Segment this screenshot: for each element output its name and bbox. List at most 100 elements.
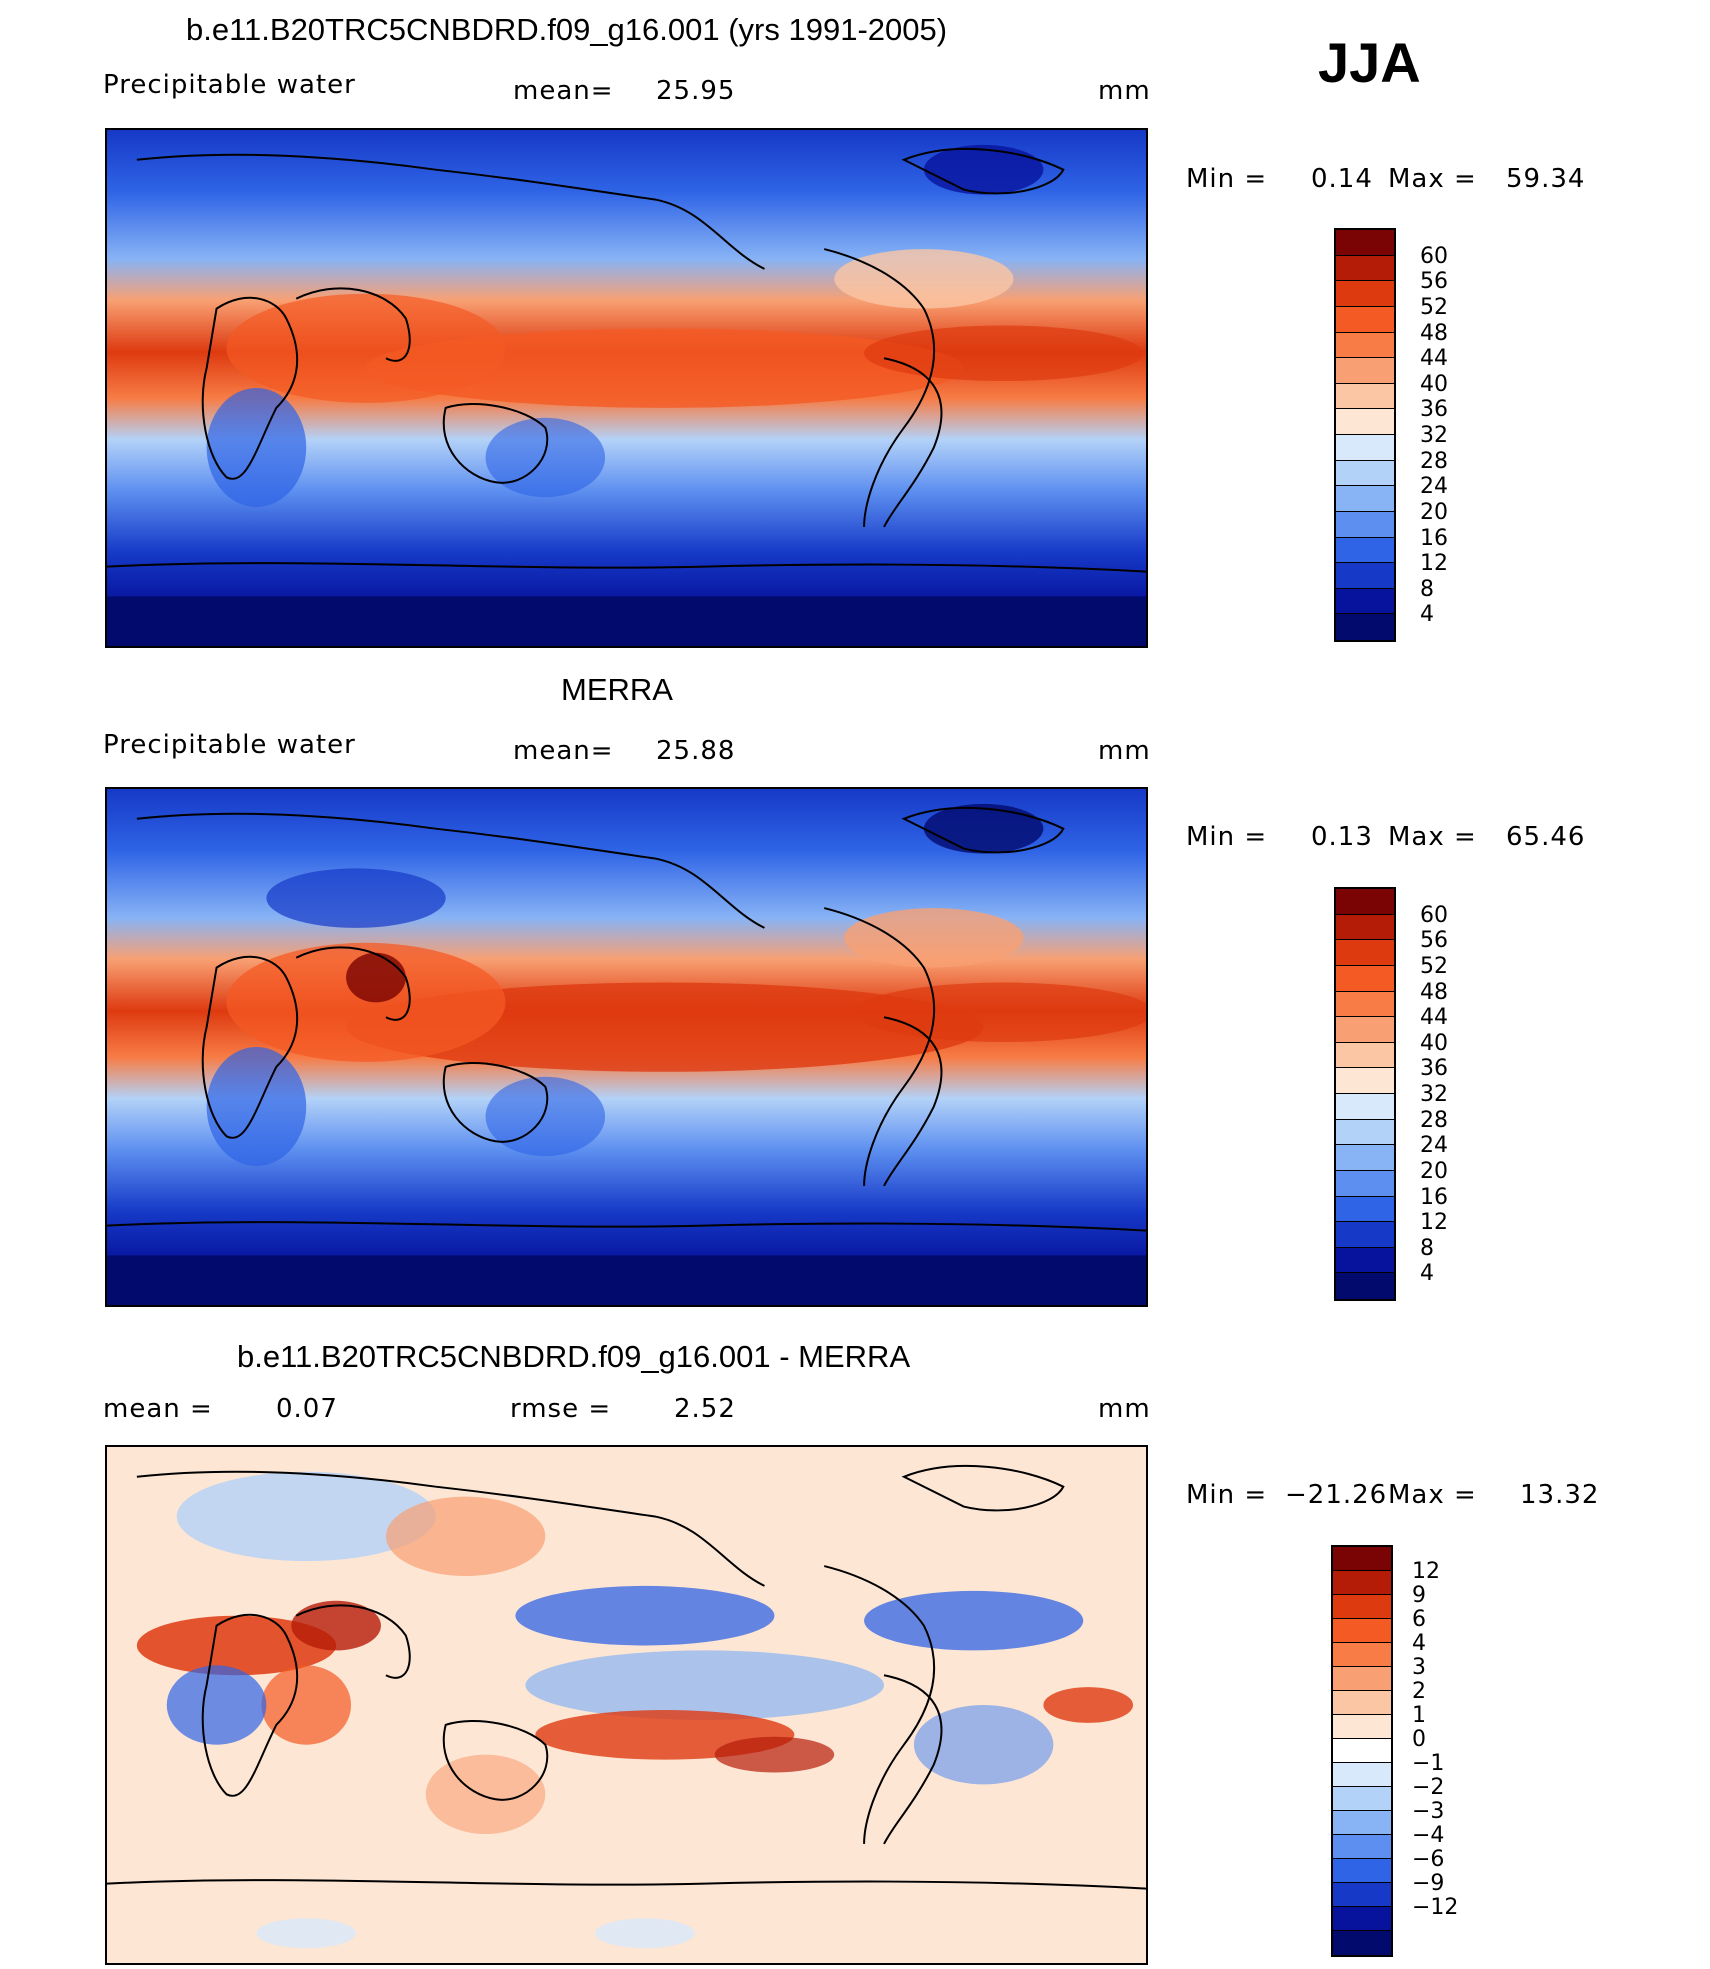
- colorbar-swatch: [1333, 1811, 1391, 1835]
- colorbar-swatch: [1336, 332, 1394, 359]
- colorbar-swatch: [1336, 940, 1394, 966]
- panel3-colorbar: [1331, 1545, 1393, 1957]
- colorbar-tick-label: 32: [1420, 423, 1448, 448]
- panel3-mean-label: mean =: [103, 1394, 213, 1424]
- season-label: JJA: [1318, 31, 1421, 94]
- colorbar-tick-label: 12: [1420, 1210, 1448, 1236]
- panel3-rmse-label: rmse =: [510, 1394, 612, 1424]
- colorbar-swatch: [1336, 1170, 1394, 1197]
- colorbar-swatch: [1336, 914, 1394, 941]
- panel3-units: mm: [1098, 1394, 1151, 1424]
- colorbar-swatch: [1333, 1595, 1391, 1619]
- colorbar-swatch: [1336, 1196, 1394, 1223]
- colorbar-swatch: [1336, 511, 1394, 538]
- colorbar-swatch: [1336, 1247, 1394, 1274]
- colorbar-swatch: [1333, 1715, 1391, 1739]
- panel1-min-label: Min =: [1186, 164, 1268, 194]
- colorbar-tick-label: 32: [1420, 1082, 1448, 1107]
- colorbar-swatch: [1336, 563, 1394, 589]
- colorbar-swatch: [1333, 1571, 1391, 1595]
- colorbar-swatch: [1333, 1763, 1391, 1787]
- panel1-title: b.e11.B20TRC5CNBDRD.f09_g16.001 (yrs 199…: [186, 12, 948, 47]
- colorbar-swatch: [1336, 588, 1394, 615]
- colorbar-swatch: [1336, 1042, 1394, 1069]
- panel2-max-value: 65.46: [1506, 822, 1586, 852]
- panel1-variable-label: Precipitable water: [103, 70, 356, 100]
- colorbar-tick-label: 28: [1420, 448, 1448, 474]
- colorbar-swatch: [1333, 1931, 1391, 1955]
- colorbar-swatch: [1333, 1835, 1391, 1859]
- colorbar-swatch: [1336, 1094, 1394, 1120]
- colorbar-swatch: [1336, 614, 1394, 640]
- colorbar-tick-label: 4: [1412, 1631, 1426, 1656]
- colorbar-tick-label: −9: [1412, 1871, 1445, 1896]
- panel2-map: [105, 787, 1148, 1307]
- colorbar-tick-label: 16: [1420, 1184, 1448, 1210]
- colorbar-swatch: [1333, 1859, 1391, 1883]
- colorbar-swatch: [1336, 537, 1394, 564]
- colorbar-swatch: [1336, 281, 1394, 307]
- colorbar-swatch: [1336, 460, 1394, 487]
- colorbar-tick-label: 20: [1420, 499, 1448, 525]
- colorbar-swatch: [1336, 1145, 1394, 1171]
- colorbar-swatch: [1336, 409, 1394, 435]
- panel2-field: [107, 789, 1146, 1305]
- colorbar-swatch: [1336, 1119, 1394, 1146]
- colorbar-tick-label: −1: [1412, 1751, 1445, 1776]
- colorbar-swatch: [1336, 1222, 1394, 1248]
- colorbar-swatch: [1336, 1273, 1394, 1299]
- colorbar-tick-label: 48: [1420, 979, 1448, 1005]
- colorbar-swatch: [1336, 255, 1394, 282]
- colorbar-tick-label: −12: [1412, 1895, 1459, 1920]
- colorbar-tick-label: 9: [1412, 1583, 1426, 1608]
- panel1-field: [107, 130, 1146, 646]
- panel3-max-value: 13.32: [1520, 1480, 1600, 1510]
- colorbar-tick-label: 36: [1420, 1056, 1448, 1082]
- colorbar-swatch: [1336, 358, 1394, 384]
- colorbar-tick-label: −4: [1412, 1823, 1445, 1848]
- colorbar-swatch: [1336, 965, 1394, 992]
- colorbar-tick-label: −6: [1412, 1847, 1445, 1872]
- panel3-map: [105, 1445, 1148, 1965]
- colorbar-tick-label: 4: [1420, 1261, 1434, 1287]
- panel1-mean-value: 25.95: [656, 76, 736, 106]
- colorbar-tick-label: 44: [1420, 346, 1448, 372]
- colorbar-tick-label: −2: [1412, 1775, 1445, 1800]
- panel1-mean-label: mean=: [513, 76, 614, 106]
- colorbar-tick-label: 12: [1420, 551, 1448, 577]
- panel2-variable-label: Precipitable water: [103, 730, 356, 760]
- panel3-max-label: Max =: [1388, 1480, 1477, 1510]
- panel2-colorbar: [1334, 887, 1396, 1301]
- colorbar-swatch: [1336, 486, 1394, 512]
- colorbar-tick-label: 24: [1420, 474, 1448, 500]
- panel2-min-value: 0.13: [1311, 822, 1373, 852]
- panel1-max-label: Max =: [1388, 164, 1477, 194]
- colorbar-swatch: [1333, 1691, 1391, 1715]
- colorbar-swatch: [1336, 306, 1394, 333]
- colorbar-tick-label: 12: [1412, 1559, 1440, 1584]
- panel3-rmse-value: 2.52: [674, 1394, 736, 1424]
- colorbar-tick-label: 16: [1420, 525, 1448, 551]
- colorbar-tick-label: 36: [1420, 397, 1448, 423]
- panel1-units: mm: [1098, 76, 1151, 106]
- panel1-colorbar: [1334, 228, 1396, 642]
- colorbar-tick-label: 60: [1420, 243, 1448, 269]
- panel3-field: [107, 1447, 1146, 1963]
- panel3-title: b.e11.B20TRC5CNBDRD.f09_g16.001 - MERRA: [237, 1339, 911, 1374]
- colorbar-swatch: [1333, 1643, 1391, 1667]
- colorbar-swatch: [1333, 1739, 1391, 1763]
- colorbar-tick-label: 40: [1420, 1030, 1448, 1056]
- panel3-min-label: Min =: [1186, 1480, 1268, 1510]
- colorbar-swatch: [1336, 230, 1394, 256]
- colorbar-swatch: [1333, 1619, 1391, 1643]
- colorbar-tick-label: −3: [1412, 1799, 1445, 1824]
- colorbar-tick-label: 1: [1412, 1703, 1426, 1728]
- colorbar-swatch: [1336, 1017, 1394, 1043]
- colorbar-tick-label: 0: [1412, 1727, 1426, 1752]
- colorbar-swatch: [1336, 1068, 1394, 1094]
- colorbar-swatch: [1336, 435, 1394, 461]
- colorbar-swatch: [1333, 1667, 1391, 1691]
- colorbar-tick-label: 6: [1412, 1607, 1426, 1632]
- panel1-min-value: 0.14: [1311, 164, 1373, 194]
- colorbar-swatch: [1333, 1883, 1391, 1907]
